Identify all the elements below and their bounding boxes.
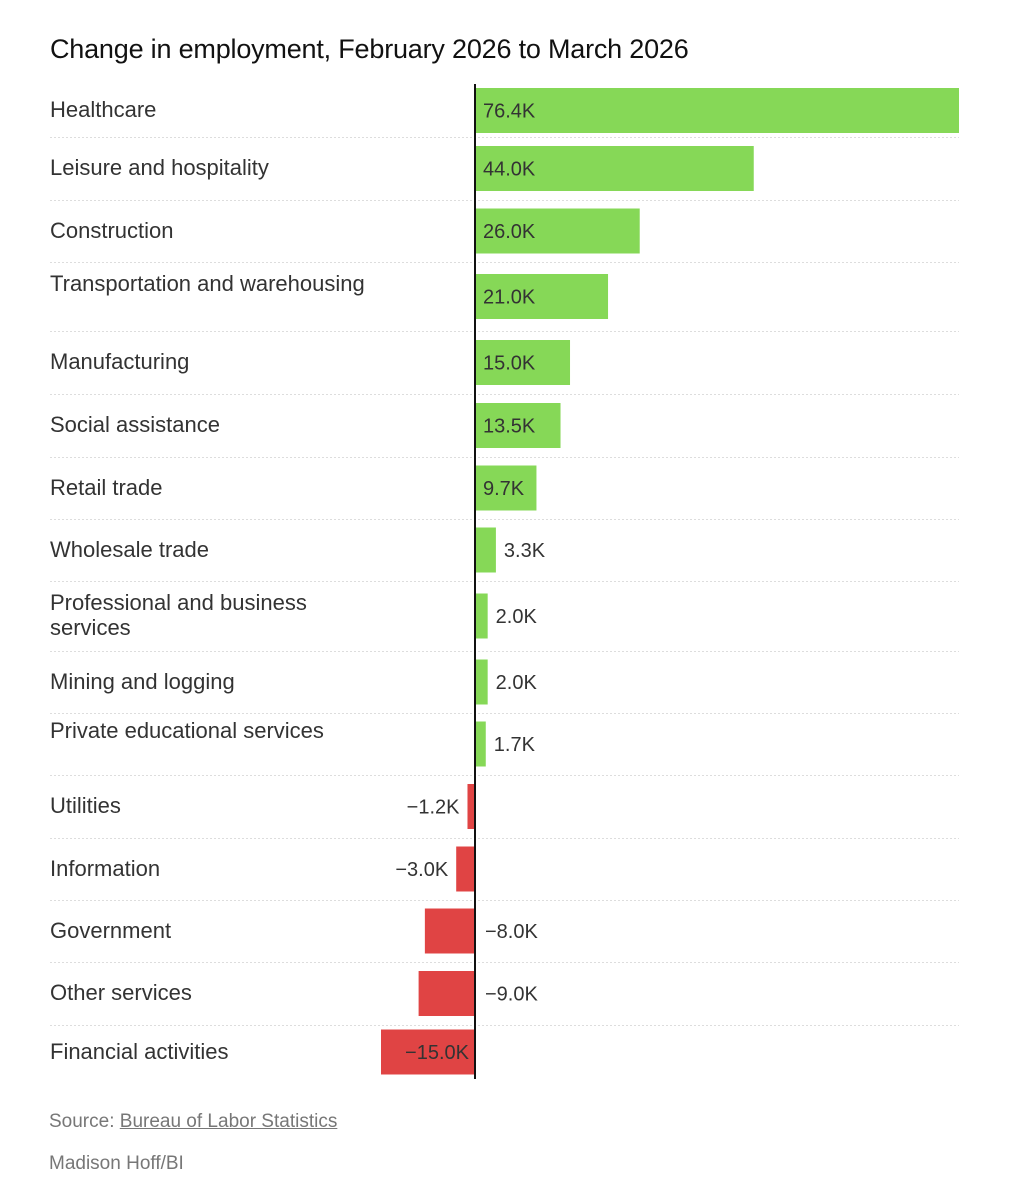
category-label: Leisure and hospitality (50, 155, 269, 180)
category-label: Retail trade (50, 474, 163, 500)
data-label: −15.0K (405, 1042, 470, 1064)
bar-wholesale-trade (475, 527, 496, 573)
category-label: Professional and business services (50, 590, 307, 640)
bar-financial-activities (381, 1029, 475, 1075)
data-label: 2.0K (496, 606, 538, 628)
bar-social-assistance (475, 403, 561, 448)
bar-other-services (418, 971, 475, 1016)
bar-information (456, 846, 475, 892)
data-label: 3.3K (504, 540, 546, 562)
bar-retail-trade (475, 465, 537, 511)
data-label: 44.0K (483, 159, 536, 181)
category-label: Other services (50, 980, 192, 1005)
bar-leisure-and-hospitality (475, 146, 754, 191)
data-label: 26.0K (483, 221, 536, 243)
category-label: Information (50, 855, 161, 881)
category-label: Social assistance (50, 412, 220, 437)
bar-government (424, 908, 475, 954)
category-label: Financial activities (50, 1038, 229, 1064)
data-label: 15.0K (483, 353, 536, 375)
category-label: Healthcare (50, 97, 157, 122)
bar-professional-and-business-services (475, 593, 488, 639)
category-label: Wholesale trade (50, 536, 209, 562)
data-label: −9.0K (485, 984, 538, 1006)
bar-transportation-and-warehousing (475, 274, 609, 319)
credit-note: Madison Hoff/BI (49, 1153, 184, 1174)
source-prefix: Source: (49, 1111, 120, 1132)
bar-mining-and-logging (475, 659, 488, 705)
data-label: −1.2K (407, 797, 460, 819)
data-label: 2.0K (496, 672, 538, 694)
category-label: Construction (50, 217, 174, 243)
bar-chart: 76.4K 44.0K 26.0K 21.0K 15.0K 13.5K 9.7K 3.3K 2.… (50, 84, 959, 1079)
category-label: Utilities (50, 793, 121, 818)
data-label: 76.4K (483, 101, 536, 123)
category-label: Government (50, 917, 172, 943)
category-label: Manufacturing (50, 349, 190, 374)
bar-construction (475, 208, 640, 254)
bar-manufacturing (475, 340, 571, 385)
category-label: Mining and logging (50, 668, 235, 694)
data-label: 1.7K (494, 734, 536, 756)
source-note: Source: Bureau of Labor Statistics (49, 1111, 337, 1133)
category-label: Private educational services (50, 718, 324, 743)
source-link[interactable]: Bureau of Labor Statistics (119, 1111, 338, 1132)
data-label: 21.0K (483, 287, 536, 309)
data-label: 9.7K (483, 478, 525, 500)
data-label: −8.0K (485, 921, 538, 943)
bar-private-educational-services (475, 721, 486, 767)
chart-title: Change in employment, February 2026 to M… (50, 34, 689, 64)
bar-utilities (467, 784, 475, 829)
category-label: Transportation and warehousing (50, 270, 365, 296)
data-label: −3.0K (395, 859, 448, 881)
bar-healthcare (475, 88, 959, 133)
data-label: 13.5K (483, 416, 536, 438)
